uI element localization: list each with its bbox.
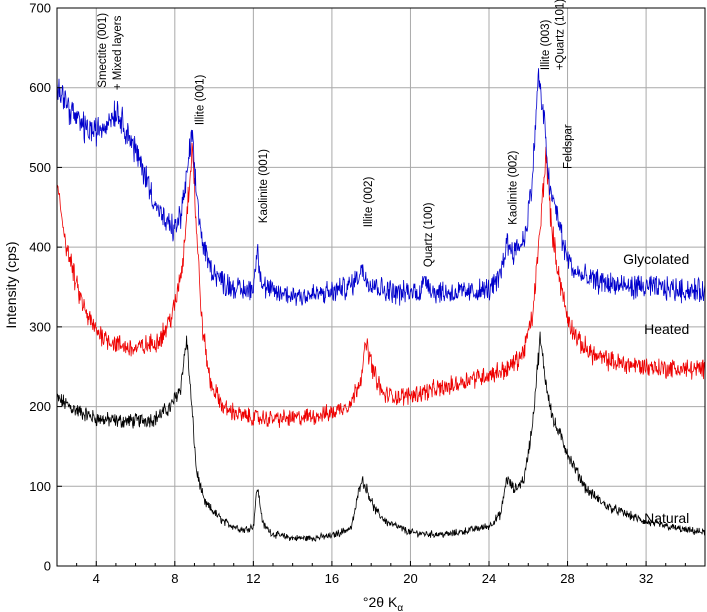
series-label-glycolated: Glycolated [623, 251, 689, 267]
x-tick-label: 24 [482, 571, 496, 586]
peak-annotation: + Mixed layers [112, 15, 124, 90]
x-tick-label: 8 [171, 571, 178, 586]
y-tick-label: 700 [29, 1, 51, 16]
series-labels: Glycolated Heated Natural [623, 251, 689, 526]
y-tick-label: 600 [29, 80, 51, 95]
x-tick-label: 12 [246, 571, 260, 586]
peak-annotation: Smectite (001) [97, 13, 109, 88]
peak-annotations: Smectite (001) + Mixed layers Illite (001)… [97, 0, 574, 267]
x-tick-label: 32 [639, 571, 653, 586]
peak-annotation: Kaolinite (001) [258, 149, 270, 223]
x-axis-label-main: °2θ K [363, 594, 398, 610]
series-label-natural: Natural [644, 510, 689, 526]
series-line-glycolated [56, 68, 706, 306]
plot-frame [56, 7, 706, 567]
series-label-heated: Heated [644, 321, 689, 337]
x-axis-label-sub: α [397, 603, 403, 612]
peak-annotation: Quartz (100) [423, 202, 435, 267]
y-tick-label: 0 [44, 559, 51, 574]
x-tick-label: 28 [560, 571, 574, 586]
x-tick-label: 20 [403, 571, 417, 586]
y-tick-label: 100 [29, 479, 51, 494]
y-tick-label: 200 [29, 399, 51, 414]
axis-ticks: 4 8 12 16 20 24 28 32 0 100 200 300 400 500 600 700 [29, 1, 706, 586]
peak-annotation: Illite (002) [363, 177, 375, 228]
peak-annotation: Kaolinite (002) [507, 150, 519, 224]
series-layer [56, 68, 706, 543]
y-tick-label: 300 [29, 319, 51, 334]
y-tick-label: 500 [29, 160, 51, 175]
peak-annotation: Feldspar [562, 124, 574, 169]
y-tick-label: 400 [29, 240, 51, 255]
peak-annotation: Illite (001) [194, 75, 206, 126]
peak-annotation: Illite (003) [540, 20, 552, 71]
x-axis-label: °2θ Kα [363, 594, 403, 612]
series-line-natural [56, 331, 706, 543]
series-line-heated [56, 142, 706, 428]
x-tick-label: 16 [325, 571, 339, 586]
peak-annotation: +Quartz (101) [555, 0, 567, 70]
x-tick-label: 4 [93, 571, 100, 586]
y-axis-label: Intensity (cps) [3, 241, 19, 328]
